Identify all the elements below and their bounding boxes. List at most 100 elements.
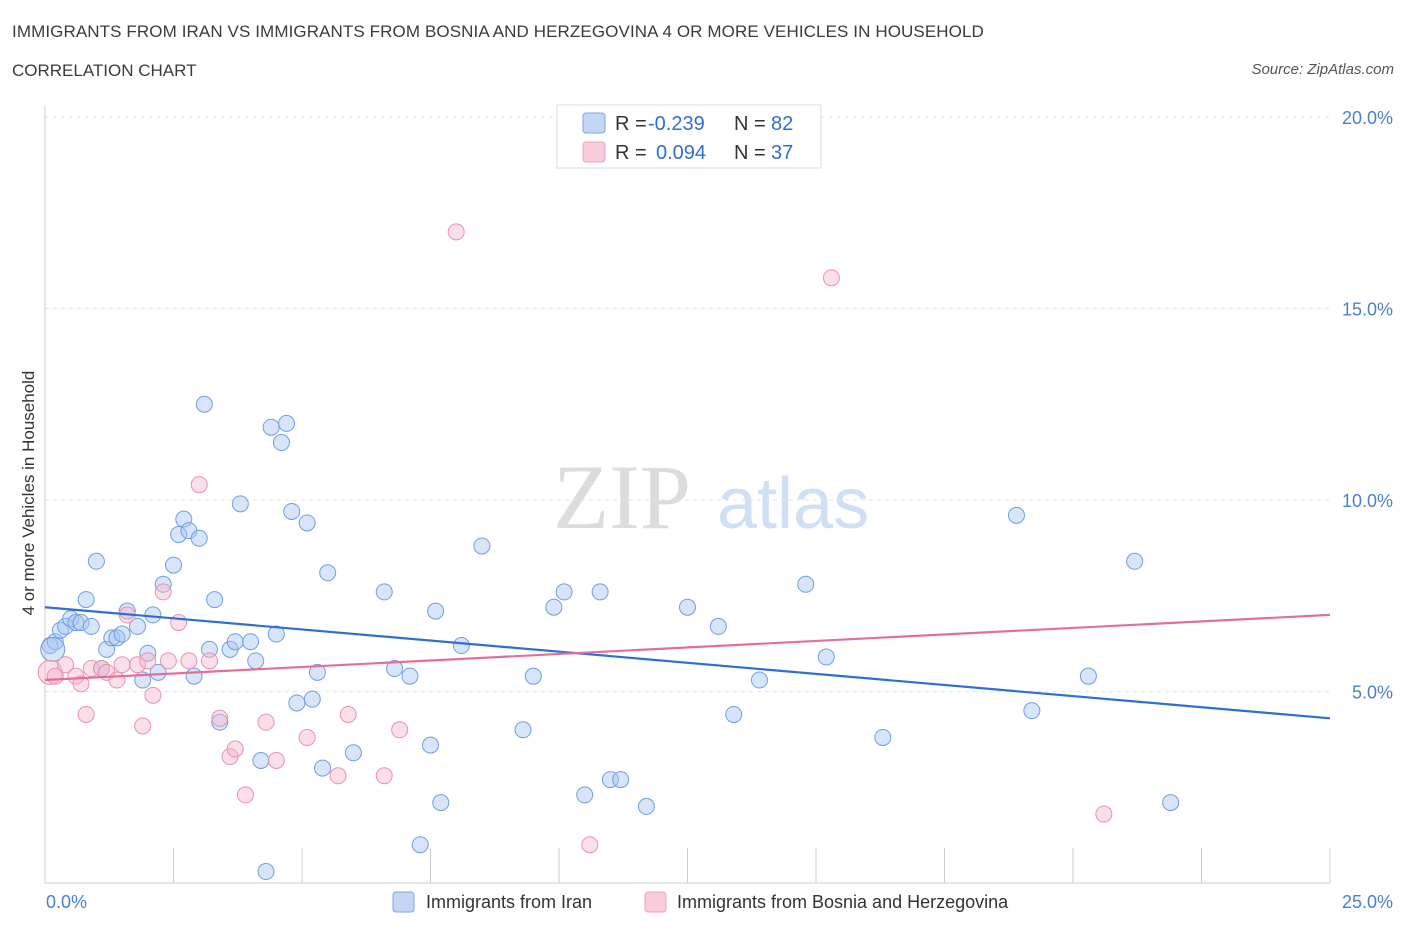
data-point-iran xyxy=(40,636,66,662)
data-point-iran xyxy=(576,786,594,804)
data-point-iran xyxy=(344,744,362,762)
data-point-iran xyxy=(817,648,835,666)
data-point-iran xyxy=(375,583,393,601)
data-point-iran xyxy=(170,525,188,543)
data-point-iran xyxy=(545,598,563,616)
stats-legend: R = -0.239 N = 82 R = 0.094 N = 37 xyxy=(556,104,822,169)
data-point-iran xyxy=(709,617,727,635)
legend-iran-r-label: R = xyxy=(615,113,647,135)
data-point-bosnia xyxy=(391,721,409,739)
data-point-iran xyxy=(247,652,265,670)
data-point-iran xyxy=(298,514,316,532)
data-point-iran xyxy=(1126,552,1144,570)
data-point-iran xyxy=(874,728,892,746)
bottom-legend: Immigrants from Iran Immigrants from Bos… xyxy=(392,891,1009,913)
data-point-iran xyxy=(149,663,167,681)
data-point-iran xyxy=(750,671,768,689)
legend-bosnia-n-label: N = xyxy=(734,142,766,164)
bottom-legend-swatch-bosnia xyxy=(644,891,667,913)
data-point-bosnia xyxy=(108,671,126,689)
data-point-iran xyxy=(401,667,419,685)
data-point-iran xyxy=(473,537,491,555)
data-point-iran xyxy=(386,660,404,678)
data-point-iran xyxy=(288,694,306,712)
x-tick-label-max: 25.0% xyxy=(1342,892,1393,912)
data-point-iran xyxy=(637,797,655,815)
y-tick-label: 15.0% xyxy=(1342,300,1393,320)
data-point-bosnia xyxy=(139,652,157,670)
data-point-bosnia xyxy=(211,709,229,727)
data-point-iran xyxy=(144,606,162,624)
data-point-iran xyxy=(725,705,743,723)
legend-iran-n-value: 82 xyxy=(771,113,793,135)
data-point-bosnia xyxy=(447,223,465,241)
data-point-iran xyxy=(1007,506,1025,524)
data-point-iran xyxy=(308,663,326,681)
data-point-iran xyxy=(195,395,213,413)
data-point-iran xyxy=(432,794,450,812)
data-point-iran xyxy=(278,414,296,432)
data-point-iran xyxy=(272,434,290,452)
data-point-iran xyxy=(612,771,630,789)
data-point-bosnia xyxy=(581,836,599,854)
chart-subtitle: CORRELATION CHART xyxy=(12,61,197,80)
data-point-bosnia xyxy=(329,767,347,785)
data-point-iran xyxy=(103,629,121,647)
legend-bosnia-r-label: R = xyxy=(615,142,647,164)
chart-title: IMMIGRANTS FROM IRAN VS IMMIGRANTS FROM … xyxy=(12,22,984,41)
data-point-bosnia xyxy=(236,786,254,804)
data-point-bosnia xyxy=(190,476,208,494)
data-point-bosnia xyxy=(180,652,198,670)
data-point-bosnia xyxy=(144,686,162,704)
data-point-bosnia xyxy=(298,728,316,746)
data-point-iran xyxy=(82,617,100,635)
trend-line-iran xyxy=(44,606,1331,720)
watermark-atlas: atlas xyxy=(717,464,869,544)
legend-bosnia-n-value: 37 xyxy=(771,142,793,164)
y-tick-label: 10.0% xyxy=(1342,491,1393,511)
data-point-iran xyxy=(427,602,445,620)
y-tick-label: 20.0% xyxy=(1342,108,1393,128)
data-point-iran xyxy=(87,552,105,570)
bottom-legend-swatch-iran xyxy=(392,891,415,913)
data-point-bosnia xyxy=(267,751,285,769)
y-axis-ticks: 5.0% 10.0% 15.0% 20.0% xyxy=(1342,108,1393,703)
data-point-iran xyxy=(185,667,203,685)
data-point-iran xyxy=(1162,794,1180,812)
data-point-iran xyxy=(452,637,470,655)
data-point-iran xyxy=(242,633,260,651)
trend-line-bosnia xyxy=(44,613,1331,682)
data-point-iran xyxy=(591,583,609,601)
data-point-iran xyxy=(555,583,573,601)
data-point-bosnia xyxy=(339,705,357,723)
legend-swatch-iran xyxy=(582,112,606,134)
data-point-iran xyxy=(267,625,285,643)
data-point-iran xyxy=(252,751,270,769)
data-point-bosnia xyxy=(375,767,393,785)
data-point-iran xyxy=(231,495,249,513)
data-point-bosnia xyxy=(159,652,177,670)
legend-bosnia-r-value: 0.094 xyxy=(656,142,706,164)
data-point-bosnia xyxy=(1095,805,1113,823)
data-point-iran xyxy=(77,591,95,609)
data-point-iran xyxy=(411,836,429,854)
data-point-iran xyxy=(262,418,280,436)
data-point-iran xyxy=(514,721,532,739)
trend-lines xyxy=(44,606,1331,720)
series-iran-points xyxy=(40,395,1180,881)
data-point-iran xyxy=(319,564,337,582)
bottom-legend-bosnia-label: Immigrants from Bosnia and Herzegovina xyxy=(677,892,1009,912)
y-tick-label: 5.0% xyxy=(1352,683,1393,703)
data-point-bosnia xyxy=(134,717,152,735)
data-point-bosnia xyxy=(77,705,95,723)
data-point-iran xyxy=(113,625,131,643)
data-point-iran xyxy=(1079,667,1097,685)
data-point-bosnia xyxy=(129,656,147,674)
data-point-iran xyxy=(211,713,229,731)
data-point-bosnia xyxy=(72,675,90,693)
watermark-zip: ZIP xyxy=(553,446,691,548)
data-point-iran xyxy=(206,591,224,609)
data-point-iran xyxy=(314,759,332,777)
data-point-bosnia xyxy=(57,656,75,674)
